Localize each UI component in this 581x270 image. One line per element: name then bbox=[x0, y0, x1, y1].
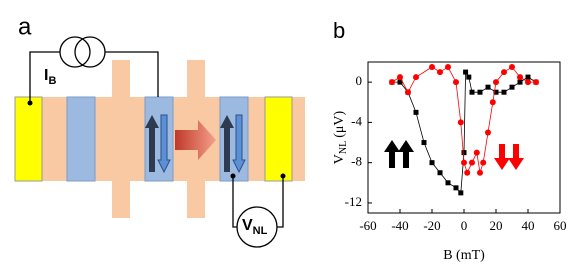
data-point bbox=[501, 69, 507, 76]
data-point bbox=[525, 74, 531, 80]
data-point bbox=[413, 74, 419, 81]
contact bbox=[280, 173, 286, 179]
data-point bbox=[509, 64, 515, 71]
wire bbox=[29, 51, 159, 103]
data-point bbox=[485, 84, 491, 90]
data-point bbox=[517, 74, 523, 81]
y-tick-label: 0 bbox=[356, 73, 363, 88]
data-point bbox=[429, 160, 435, 166]
contact bbox=[27, 100, 33, 106]
data-point bbox=[437, 170, 443, 176]
data-point bbox=[501, 89, 507, 95]
contact bbox=[230, 173, 236, 179]
spin-arrow bbox=[157, 114, 171, 174]
x-tick-label: -20 bbox=[423, 218, 440, 233]
voltmeter bbox=[236, 206, 278, 248]
x-tick-label: 20 bbox=[490, 218, 503, 233]
voltage-label: VNL bbox=[242, 217, 268, 237]
data-point bbox=[461, 150, 467, 156]
data-point bbox=[421, 140, 427, 146]
current-arrow bbox=[175, 120, 216, 160]
pad bbox=[14, 96, 43, 182]
data-point bbox=[525, 79, 531, 86]
data-point bbox=[453, 79, 459, 86]
y-axis-label: VNL (μV) bbox=[332, 110, 349, 164]
y-axis-label-main: V bbox=[332, 154, 347, 164]
data-point bbox=[464, 169, 471, 176]
data-point bbox=[469, 159, 475, 166]
spin-arrow bbox=[145, 115, 159, 172]
y-tick-label: -4 bbox=[351, 113, 362, 128]
data-point bbox=[477, 169, 483, 176]
data-point bbox=[489, 99, 496, 106]
x-axis-label: B (mT) bbox=[443, 248, 485, 263]
data-point bbox=[477, 89, 483, 95]
spin-arrows bbox=[384, 140, 414, 168]
x-tick-label: -60 bbox=[359, 218, 376, 233]
data-point bbox=[457, 119, 464, 126]
data-point bbox=[466, 74, 472, 80]
data-point bbox=[397, 79, 403, 85]
data-point bbox=[413, 109, 419, 115]
data-point bbox=[469, 89, 475, 95]
data-point bbox=[473, 149, 480, 156]
data-point bbox=[445, 64, 451, 71]
chart: b -60 -40 -20 0 20 40 60-12-8-40B (mT)VNL(μV) bbox=[332, 18, 566, 263]
data-point bbox=[493, 79, 499, 86]
data-point bbox=[405, 89, 411, 96]
data-point bbox=[463, 69, 469, 75]
x-tick-label: -40 bbox=[391, 218, 408, 233]
wire bbox=[232, 176, 284, 228]
electrode bbox=[66, 96, 96, 182]
y-axis-label-unit: (μV) bbox=[332, 110, 347, 137]
spin-arrow bbox=[232, 114, 246, 174]
data-point bbox=[485, 129, 491, 136]
current-label: IB bbox=[44, 67, 56, 87]
series-line bbox=[392, 70, 537, 194]
data-point bbox=[437, 69, 443, 76]
y-axis-label-sub: NL bbox=[338, 141, 349, 154]
data-point bbox=[480, 159, 487, 166]
data-point bbox=[517, 79, 523, 85]
spin-arrow bbox=[220, 115, 234, 172]
y-tick-label: -8 bbox=[351, 154, 362, 169]
x-tick-label: 60 bbox=[554, 218, 567, 233]
panel-label: a bbox=[18, 13, 32, 40]
data-point bbox=[458, 190, 464, 196]
source bbox=[74, 36, 106, 68]
data-point bbox=[533, 79, 539, 86]
data-point bbox=[493, 89, 499, 95]
data-point bbox=[445, 180, 451, 186]
pad bbox=[264, 96, 293, 182]
data-point bbox=[397, 74, 403, 81]
device-diagram: a IB VNL bbox=[14, 13, 305, 248]
data-point bbox=[389, 79, 395, 86]
x-tick-label: 0 bbox=[461, 218, 468, 233]
x-tick-label: 40 bbox=[522, 218, 535, 233]
data-point bbox=[453, 185, 459, 191]
spin-arrows bbox=[494, 144, 524, 170]
data-point bbox=[429, 64, 435, 71]
panel-label: b bbox=[333, 18, 345, 43]
data-point bbox=[461, 159, 467, 166]
y-tick-label: -12 bbox=[345, 194, 362, 209]
data-point bbox=[509, 84, 515, 90]
